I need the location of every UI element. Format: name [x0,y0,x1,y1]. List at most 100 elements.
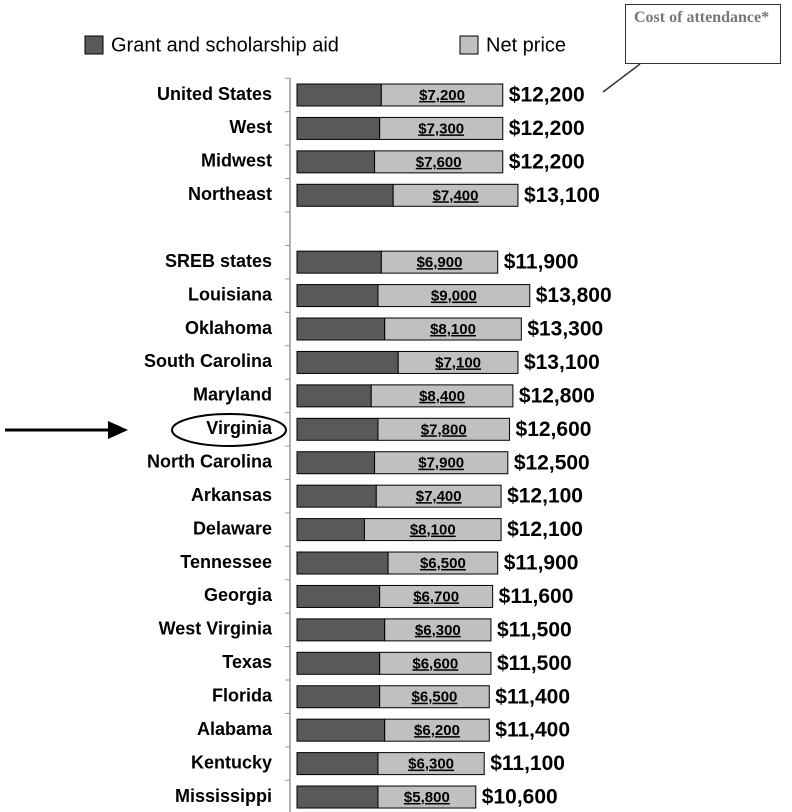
value-label: $6,300 [415,622,461,639]
total-label: $11,900 [504,251,579,274]
category-label: Texas [222,652,272,672]
bar-segment [375,484,502,508]
bar-segment [296,685,381,709]
total-label: $12,800 [519,384,595,407]
bar-segment [384,317,522,341]
total-label: $13,800 [536,284,612,307]
bar-segment [374,451,509,475]
value-label: $5,800 [404,789,450,806]
category-label: Northeast [188,184,272,204]
bar-segment [296,150,376,174]
bar-segment [379,651,492,675]
total-label: $12,200 [509,84,585,107]
value-label: $6,200 [414,722,460,739]
legend-label: Grant and scholarship aid [111,34,339,56]
category-label: Virginia [206,418,273,438]
category-label: South Carolina [144,351,273,371]
bar-segment [379,685,490,709]
total-label: $12,200 [509,117,585,140]
total-label: $12,100 [507,518,583,541]
bar-segment [380,83,504,107]
bar-segment [296,350,399,374]
value-label: $6,500 [420,555,466,572]
category-label: Tennessee [180,552,272,572]
total-label: $11,500 [497,652,572,675]
value-label: $6,300 [408,756,454,773]
bar-segment [296,518,365,542]
total-label: $13,300 [527,318,603,341]
value-label: $6,500 [412,689,458,706]
bar-segment [380,250,499,274]
bar-segment [384,618,492,642]
bar-segment [296,551,389,575]
bar-segment [374,150,504,174]
bar-segment [296,651,381,675]
total-label: $13,100 [524,184,600,207]
arrow-head [108,421,128,439]
bar-segment [296,83,382,107]
total-label: $11,600 [499,585,574,608]
value-label: $8,400 [419,388,465,405]
category-label: United States [157,84,272,104]
bar-segment [296,417,379,441]
legend-swatch [459,35,479,55]
value-label: $7,300 [418,120,464,137]
bar-segment [379,116,504,140]
total-label: $12,500 [514,451,590,474]
value-label: $7,400 [416,488,462,505]
bar-segment [296,752,379,776]
total-label: $11,400 [495,719,570,742]
bar-segment [296,183,394,207]
bar-segment [296,718,386,742]
total-label: $11,400 [495,685,570,708]
value-label: $7,600 [416,154,462,171]
total-label: $10,600 [482,786,558,809]
bar-segment [296,116,381,140]
bar-segment [379,584,494,608]
bar-segment [296,484,377,508]
category-label: Kentucky [191,752,272,772]
value-label: $7,100 [435,354,481,371]
bar-segment [363,518,502,542]
highlight-circle [171,413,287,447]
value-label: $6,900 [417,254,463,271]
category-label: Alabama [197,719,273,739]
total-label: $12,200 [509,150,585,173]
total-label: $12,100 [507,485,583,508]
value-label: $8,100 [430,321,476,338]
total-label: $11,500 [497,618,572,641]
value-label: $7,200 [419,87,465,104]
category-label: SREB states [165,251,272,271]
category-label: Florida [212,685,273,705]
bar-segment [397,350,519,374]
bar-segment [370,384,514,408]
bar-segment [377,752,485,776]
category-label: Georgia [204,585,273,605]
total-label: $11,100 [490,752,565,775]
category-label: Oklahoma [185,318,273,338]
category-label: Delaware [193,518,272,538]
category-label: Mississippi [175,786,272,806]
category-label: West [229,117,272,137]
bar-segment [296,618,386,642]
bar-segment [392,183,519,207]
value-label: $9,000 [431,288,477,305]
bar-segment [296,584,381,608]
bar-segment [296,451,376,475]
category-label: Louisiana [188,284,273,304]
bar-segment [296,317,386,341]
bar-segment [296,284,379,308]
legend-swatch [84,35,104,55]
bar-segment [377,417,511,441]
value-label: $7,400 [433,187,479,204]
value-label: $7,800 [421,421,467,438]
bar-segment [387,551,499,575]
bar-segment [377,785,477,809]
bar-segment [296,250,382,274]
category-label: North Carolina [147,451,273,471]
annotation-leader [602,63,641,93]
category-label: West Virginia [159,619,273,639]
category-label: Midwest [201,151,272,171]
